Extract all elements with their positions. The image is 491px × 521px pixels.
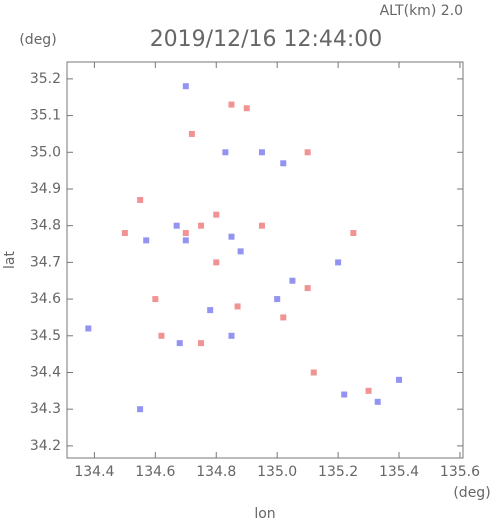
echo-point <box>182 83 189 90</box>
y-tick-label: 34.2 <box>30 438 61 454</box>
echo-point <box>310 369 317 376</box>
echo-point <box>228 101 235 108</box>
echo-point <box>374 398 381 405</box>
echo-point <box>152 296 159 303</box>
echo-point <box>234 303 241 310</box>
echo-point <box>304 149 311 156</box>
echo-point <box>198 340 205 347</box>
x-tick-label: 135.2 <box>318 464 358 480</box>
echo-point <box>213 211 220 218</box>
x-tick-label: 135.0 <box>257 464 297 480</box>
x-unit: (deg) <box>453 485 490 501</box>
y-tick-label: 34.6 <box>30 291 61 307</box>
echo-point <box>85 325 92 332</box>
echo-point <box>274 296 281 303</box>
chart-title: 2019/12/16 12:44:00 <box>150 27 383 52</box>
echo-point <box>121 230 128 237</box>
x-tick-label: 134.6 <box>135 464 175 480</box>
y-tick-label: 34.7 <box>30 254 61 270</box>
chart-subtitle: ALT(km) 2.0 <box>380 3 463 19</box>
y-tick-label: 34.3 <box>30 401 61 417</box>
y-tick-label: 34.8 <box>30 218 61 234</box>
y-tick-label: 35.2 <box>30 71 61 87</box>
echo-point <box>222 149 229 156</box>
y-tick-label: 34.4 <box>30 364 61 380</box>
echo-point <box>158 332 165 339</box>
echo-point <box>176 340 183 347</box>
echo-point <box>207 307 214 314</box>
echo-point <box>228 233 235 240</box>
y-tick-label: 34.9 <box>30 181 61 197</box>
y-axis-label: lat <box>2 251 18 269</box>
echo-point <box>228 332 235 339</box>
echo-point <box>213 259 220 266</box>
echo-point <box>182 237 189 244</box>
echo-point <box>304 285 311 292</box>
echo-point <box>137 406 144 413</box>
echo-point <box>335 259 342 266</box>
y-tick-label: 35.1 <box>30 108 61 124</box>
echo-point <box>198 222 205 229</box>
echo-point <box>280 160 287 167</box>
echo-point <box>258 222 265 229</box>
echo-point <box>173 222 180 229</box>
echo-point <box>237 248 244 255</box>
echo-point <box>341 391 348 398</box>
y-tick-label: 35.0 <box>30 144 61 160</box>
echo-point <box>280 314 287 321</box>
echo-point <box>289 277 296 284</box>
x-tick-label: 134.8 <box>196 464 236 480</box>
echo-point <box>350 230 357 237</box>
echo-point <box>258 149 265 156</box>
y-tick-label: 34.5 <box>30 328 61 344</box>
echo-point <box>137 196 144 203</box>
echo-point <box>396 376 403 383</box>
x-axis-label: lon <box>254 506 275 521</box>
x-tick-label: 135.4 <box>379 464 419 480</box>
echo-point <box>182 230 189 237</box>
x-tick-label: 134.4 <box>74 464 114 480</box>
echo-point <box>143 237 150 244</box>
echo-point <box>243 105 250 112</box>
plot-frame <box>66 61 464 459</box>
echo-point <box>188 130 195 137</box>
echo-point <box>365 387 372 394</box>
x-tick-label: 135.6 <box>440 464 480 480</box>
y-unit: (deg) <box>19 32 56 48</box>
